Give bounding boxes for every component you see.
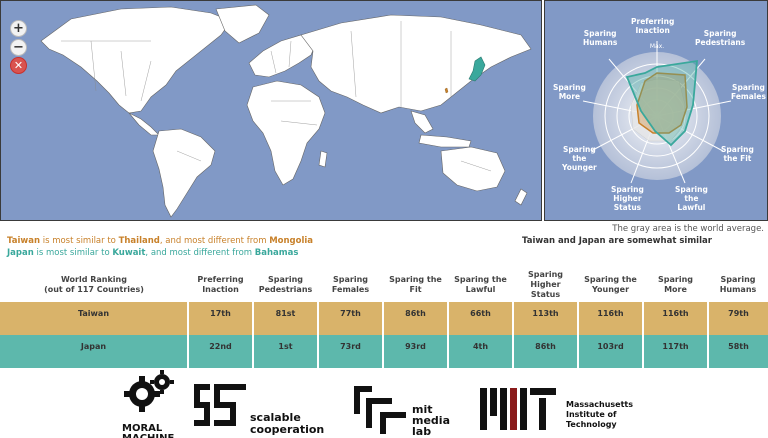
zoom-out-button[interactable]: −: [10, 39, 27, 56]
moral-machine-text: MORAL MACHINE: [122, 423, 174, 438]
table-cell: 17th: [187, 302, 253, 335]
radar-chart-panel: Max. Preferring Inaction Sparing Pedestr…: [544, 0, 768, 221]
world-average-area: [630, 78, 686, 142]
radar-label-sparing-higher-status: Sparing Higher Status: [611, 185, 644, 212]
radar-chart: Max.: [582, 41, 732, 184]
header-sparing-the-lawful: Sparing the Lawful: [454, 275, 507, 294]
table-cell: 117th: [642, 335, 708, 368]
japan-similarity-text: Japan is most similar to Kuwait, and mos…: [7, 248, 299, 258]
central-america-landmass: [128, 112, 160, 136]
moral-machine-logo: [124, 370, 174, 412]
radar-label-sparing-more: Sparing More: [553, 83, 586, 101]
japan-name: Japan: [7, 248, 34, 258]
header-sparing-females: Sparing Females: [331, 275, 370, 294]
table-row-japan: Japan 22nd 1st 73rd 93rd 4th 86th 103rd …: [0, 335, 768, 368]
taiwan-name: Taiwan: [7, 236, 40, 246]
table-cell: 103rd: [577, 335, 643, 368]
radar-label-preferring-inaction: Preferring Inaction: [631, 17, 675, 35]
table-cell: 66th: [447, 302, 513, 335]
table-cell: 86th: [382, 302, 448, 335]
media-lab-text: mit media lab: [412, 403, 450, 438]
header-sparing-the-fit: Sparing the Fit: [389, 275, 442, 294]
taiwan-similar-country: Thailand: [118, 236, 160, 246]
header-sparing-more: Sparing More: [658, 275, 693, 294]
logo-strip: MORAL MACHINE scalable cooperation mit m…: [0, 370, 768, 438]
ranking-table: World Ranking (out of 117 Countries) Pre…: [0, 268, 768, 368]
taiwan-similarity-text: Taiwan is most similar to Thailand, and …: [7, 236, 314, 246]
table-cell: 73rd: [317, 335, 383, 368]
radar-label-sparing-the-fit: Sparing the Fit: [721, 145, 754, 163]
table-cell: 79th: [707, 302, 768, 335]
europe-landmass: [248, 34, 318, 78]
world-map-svg: [40, 4, 532, 218]
australia-landmass: [440, 146, 506, 192]
radar-label-sparing-females: Sparing Females: [731, 83, 766, 101]
new-zealand-landmass: [514, 188, 528, 206]
header-sparing-higher-status: Sparing Higher Status: [528, 270, 563, 299]
radar-label-sparing-the-lawful: Sparing the Lawful: [675, 185, 708, 212]
header-sparing-humans: Sparing Humans: [719, 275, 757, 294]
taiwan-highlight: [444, 87, 449, 94]
table-cell: 22nd: [187, 335, 253, 368]
north-america-landmass: [40, 6, 232, 114]
table-header-row: World Ranking (out of 117 Countries) Pre…: [0, 268, 768, 302]
africa-landmass: [246, 80, 326, 186]
row-country: Taiwan: [0, 302, 188, 335]
header-sparing-the-younger: Sparing the Younger: [584, 275, 637, 294]
table-row-taiwan: Taiwan 17th 81st 77th 86th 66th 113th 11…: [0, 302, 768, 335]
asia-landmass: [300, 14, 532, 114]
japan-different-country: Bahamas: [254, 248, 299, 258]
table-cell: 1st: [252, 335, 318, 368]
table-cell: 77th: [317, 302, 383, 335]
world-average-note: The gray area is the world average.: [612, 224, 764, 234]
row-country: Japan: [0, 335, 188, 368]
greenland-landmass: [215, 4, 270, 44]
japan-polygon: [625, 59, 699, 147]
taiwan-polygon: [636, 72, 688, 134]
header-preferring-inaction: Preferring Inaction: [197, 275, 244, 294]
reset-map-button[interactable]: ✕: [10, 57, 27, 74]
radar-label-sparing-humans: Sparing Humans: [583, 29, 618, 47]
madagascar-landmass: [318, 150, 328, 168]
table-cell: 4th: [447, 335, 513, 368]
table-cell: 81st: [252, 302, 318, 335]
similarity-summary: Taiwan and Japan are somewhat similar: [522, 236, 712, 246]
south-america-landmass: [152, 128, 216, 218]
mit-logo: [480, 388, 556, 430]
table-cell: 58th: [707, 335, 768, 368]
table-cell: 113th: [512, 302, 578, 335]
radar-label-sparing-pedestrians: Sparing Pedestrians: [695, 29, 746, 47]
southeast-asia-landmass: [410, 110, 434, 134]
header-sparing-pedestrians: Sparing Pedestrians: [258, 275, 313, 294]
table-cell: 86th: [512, 335, 578, 368]
world-map[interactable]: + − ✕: [0, 0, 542, 221]
radar-label-sparing-the-younger: Sparing the Younger: [562, 145, 597, 172]
japan-similar-country: Kuwait: [112, 248, 146, 258]
zoom-in-button[interactable]: +: [10, 20, 27, 37]
japan-highlight: [468, 56, 486, 82]
taiwan-different-country: Mongolia: [269, 236, 314, 246]
table-cell: 116th: [577, 302, 643, 335]
media-lab-logo: [354, 386, 406, 434]
table-cell: 116th: [642, 302, 708, 335]
scalable-cooperation-text: scalable cooperation: [250, 411, 325, 436]
indonesia-landmass: [418, 134, 472, 148]
radar-max-label: Max.: [650, 43, 664, 50]
mit-text: Massachusetts Institute of Technology: [566, 400, 634, 429]
table-cell: 93rd: [382, 335, 448, 368]
header-world-ranking: World Ranking (out of 117 Countries): [44, 275, 144, 294]
scalable-cooperation-logo: [194, 384, 246, 426]
